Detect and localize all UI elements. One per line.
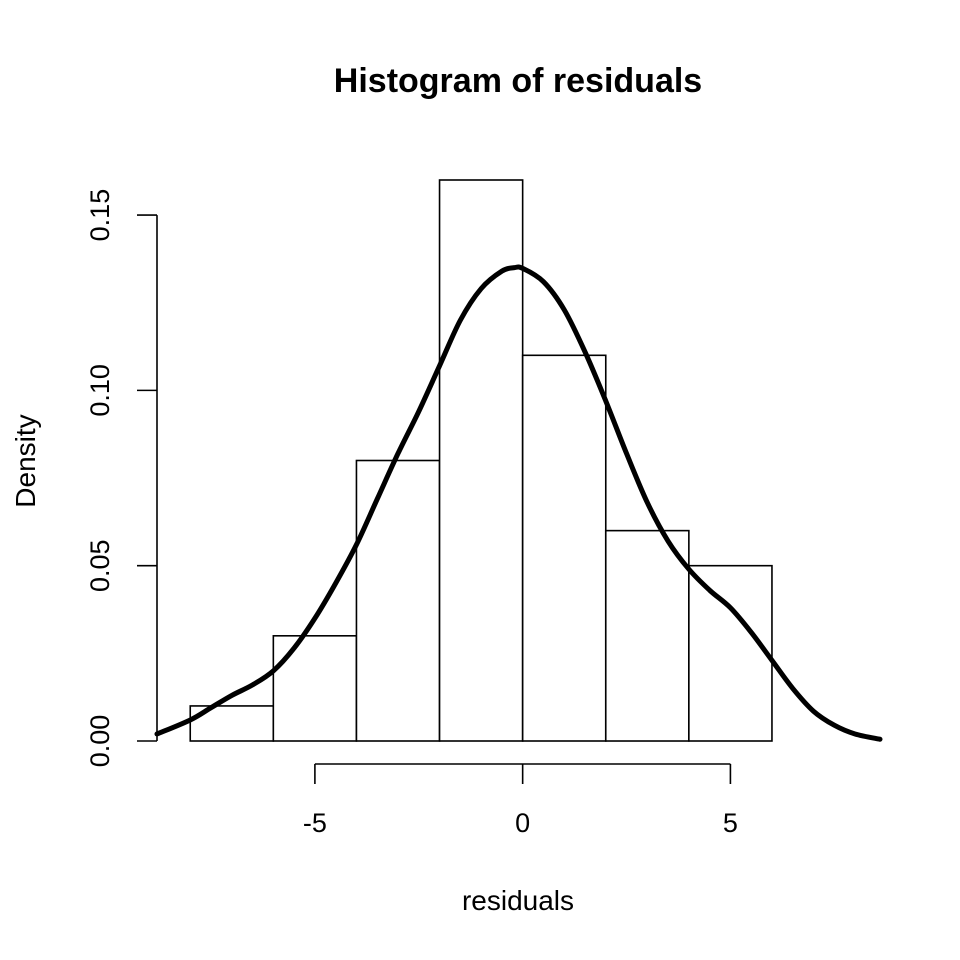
y-tick-label: 0.00 — [85, 715, 115, 768]
chart-title: Histogram of residuals — [334, 62, 702, 100]
x-axis-label: residuals — [462, 885, 574, 916]
histogram-bar-2 — [272, 635, 358, 742]
y-tick-label: 0.10 — [85, 364, 115, 417]
histogram-bar-4 — [438, 179, 524, 742]
x-tick-label: 5 — [723, 808, 738, 838]
histogram-bar-7 — [688, 564, 773, 742]
x-tick-label: 0 — [515, 808, 530, 838]
histogram-bar-3 — [355, 459, 441, 742]
histogram-bars — [189, 179, 773, 742]
y-axis-label: Density — [10, 414, 41, 507]
x-tick-label: -5 — [303, 808, 327, 838]
histogram-bar-5 — [521, 354, 607, 742]
y-tick-label: 0.15 — [85, 189, 115, 242]
histogram-bar-6 — [604, 529, 690, 742]
y-tick-label: 0.05 — [85, 539, 115, 592]
y-axis: 0.00 0.05 0.10 0.15 — [85, 189, 158, 768]
x-axis: -5 0 5 — [303, 763, 738, 838]
density-curve — [154, 264, 883, 742]
